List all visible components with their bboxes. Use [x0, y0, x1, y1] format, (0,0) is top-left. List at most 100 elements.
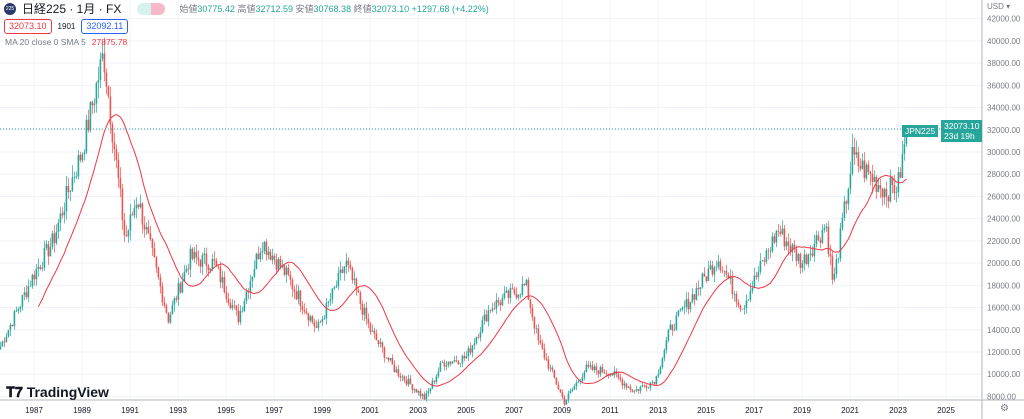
candle-body: [173, 298, 176, 305]
candle-body: [271, 255, 274, 260]
candle-body: [399, 375, 402, 378]
candle-body: [873, 176, 876, 182]
candle-body: [191, 248, 194, 259]
sell-button[interactable]: 32073.10: [4, 18, 52, 34]
candle-body: [467, 348, 470, 357]
candle-body: [89, 102, 92, 131]
candle-body: [53, 233, 56, 244]
candle-body: [573, 386, 576, 390]
candle-body: [81, 154, 84, 161]
candle-body: [739, 305, 742, 310]
time-tick-label: 2021: [841, 406, 859, 415]
candle-body: [1, 341, 4, 347]
candle-body: [795, 248, 798, 261]
candle-body: [847, 188, 850, 204]
candle-body: [593, 366, 596, 370]
candle-body: [97, 80, 100, 83]
candle-body: [443, 362, 446, 367]
candle-body: [863, 160, 866, 179]
candle-body: [189, 248, 192, 270]
candle-body: [425, 393, 428, 400]
price-tick-label: 20000.00: [987, 259, 1021, 268]
candle-body: [845, 201, 848, 204]
candle-body: [619, 377, 622, 380]
candle-body: [601, 367, 604, 373]
time-tick-label: 2023: [889, 406, 907, 415]
candle-body: [901, 153, 904, 178]
candle-body: [347, 260, 350, 265]
ma-legend[interactable]: MA 20 close 0 SMA 5 27875.78: [5, 37, 128, 47]
candle-body: [109, 96, 112, 125]
candle-body: [851, 146, 854, 174]
candle-body: [219, 267, 222, 283]
candle-body: [85, 119, 88, 153]
candle-body: [209, 268, 212, 271]
candle-body: [421, 394, 424, 396]
time-tick-label: 2015: [697, 406, 715, 415]
candle-body: [107, 86, 110, 97]
candle-body: [145, 227, 148, 230]
price-tick-label: 14000.00: [987, 326, 1021, 335]
candle-body: [763, 260, 766, 262]
candle-body: [587, 364, 590, 367]
candle-body: [441, 362, 444, 363]
candle-body: [685, 299, 688, 308]
candle-body: [411, 384, 414, 391]
candle-body: [519, 294, 522, 296]
candle-body: [777, 230, 780, 232]
candle-body: [707, 268, 710, 281]
tradingview-watermark[interactable]: 𝐓𝟕 TradingView: [6, 384, 109, 400]
candle-body: [753, 275, 756, 289]
candle-body: [3, 341, 6, 343]
candle-body: [681, 307, 684, 310]
candle-body: [63, 211, 66, 216]
candle-body: [245, 291, 248, 302]
market-status-icon[interactable]: [137, 3, 152, 15]
buy-button[interactable]: 32092.11: [81, 18, 129, 34]
candle-body: [589, 365, 592, 367]
candle-body: [377, 340, 380, 345]
candle-body: [803, 254, 806, 264]
candle-body: [733, 293, 736, 295]
candle-body: [869, 172, 872, 174]
candle-body: [389, 358, 392, 360]
candle-body: [531, 307, 534, 318]
candle-body: [141, 203, 144, 225]
price-tick-label: 24000.00: [987, 215, 1021, 224]
candle-body: [857, 152, 860, 166]
price-tick-label: 8000.00: [987, 392, 1016, 401]
menu-icon[interactable]: [151, 3, 166, 15]
currency-selector[interactable]: USD ▾: [987, 2, 1011, 11]
candle-body: [525, 279, 528, 285]
candle-body: [67, 186, 70, 192]
candle-body: [7, 329, 10, 337]
candle-body: [785, 241, 788, 247]
candle-body: [697, 288, 700, 290]
symbol-title[interactable]: 日経225 · 1月 · FX: [22, 2, 122, 16]
candle-body: [401, 376, 404, 378]
candle-body: [797, 253, 800, 261]
candle-body: [309, 316, 312, 321]
candle-body: [639, 386, 642, 391]
candle-body: [523, 283, 526, 285]
candle-body: [567, 393, 570, 400]
candle-body: [747, 299, 750, 301]
candle-body: [809, 253, 812, 255]
candle-body: [69, 190, 72, 192]
symbol-logo: 225: [4, 3, 16, 15]
candle-body: [783, 228, 786, 247]
candle-body: [119, 178, 122, 189]
candle-body: [691, 294, 694, 302]
candle-body: [229, 302, 232, 309]
candle-body: [647, 387, 650, 389]
candle-body: [605, 373, 608, 375]
candle-body: [867, 164, 870, 173]
settings-icon[interactable]: ⚙: [1000, 403, 1009, 414]
candle-body: [423, 394, 426, 400]
candle-body: [799, 253, 802, 269]
price-tick-label: 30000.00: [987, 148, 1021, 157]
candle-body: [827, 226, 830, 254]
candle-body: [505, 290, 508, 293]
candle-body: [695, 288, 698, 300]
